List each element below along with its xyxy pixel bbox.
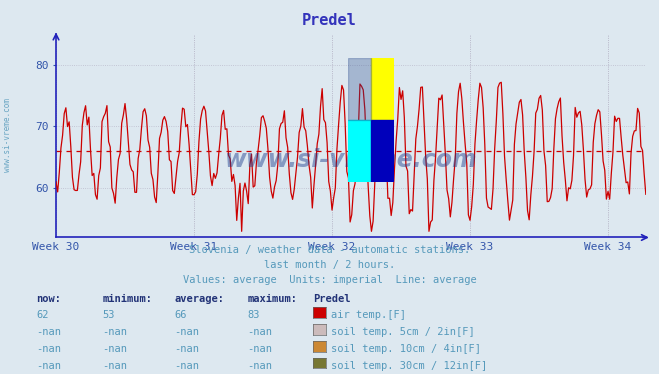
- Text: 53: 53: [102, 310, 115, 321]
- Text: -nan: -nan: [175, 344, 200, 354]
- Text: Slovenia / weather data - automatic stations.: Slovenia / weather data - automatic stat…: [189, 245, 470, 255]
- Text: 83: 83: [247, 310, 260, 321]
- Text: 62: 62: [36, 310, 49, 321]
- Text: -nan: -nan: [247, 361, 272, 371]
- Text: -nan: -nan: [36, 344, 61, 354]
- Text: -nan: -nan: [36, 327, 61, 337]
- Text: -nan: -nan: [247, 327, 272, 337]
- Text: Predel: Predel: [302, 13, 357, 28]
- Text: average:: average:: [175, 294, 225, 304]
- Text: minimum:: minimum:: [102, 294, 152, 304]
- Text: -nan: -nan: [175, 361, 200, 371]
- Text: -nan: -nan: [102, 327, 127, 337]
- Text: Predel: Predel: [313, 294, 351, 304]
- Text: www.si-vreme.com: www.si-vreme.com: [3, 98, 13, 172]
- Text: www.si-vreme.com: www.si-vreme.com: [225, 148, 477, 172]
- Text: 66: 66: [175, 310, 187, 321]
- Text: soil temp. 5cm / 2in[F]: soil temp. 5cm / 2in[F]: [331, 327, 475, 337]
- Text: now:: now:: [36, 294, 61, 304]
- Text: last month / 2 hours.: last month / 2 hours.: [264, 260, 395, 270]
- Text: soil temp. 10cm / 4in[F]: soil temp. 10cm / 4in[F]: [331, 344, 482, 354]
- Text: -nan: -nan: [102, 344, 127, 354]
- Text: -nan: -nan: [175, 327, 200, 337]
- Text: maximum:: maximum:: [247, 294, 297, 304]
- Text: -nan: -nan: [102, 361, 127, 371]
- Text: Values: average  Units: imperial  Line: average: Values: average Units: imperial Line: av…: [183, 275, 476, 285]
- Text: -nan: -nan: [247, 344, 272, 354]
- Text: -nan: -nan: [36, 361, 61, 371]
- Text: soil temp. 30cm / 12in[F]: soil temp. 30cm / 12in[F]: [331, 361, 488, 371]
- Text: air temp.[F]: air temp.[F]: [331, 310, 407, 321]
